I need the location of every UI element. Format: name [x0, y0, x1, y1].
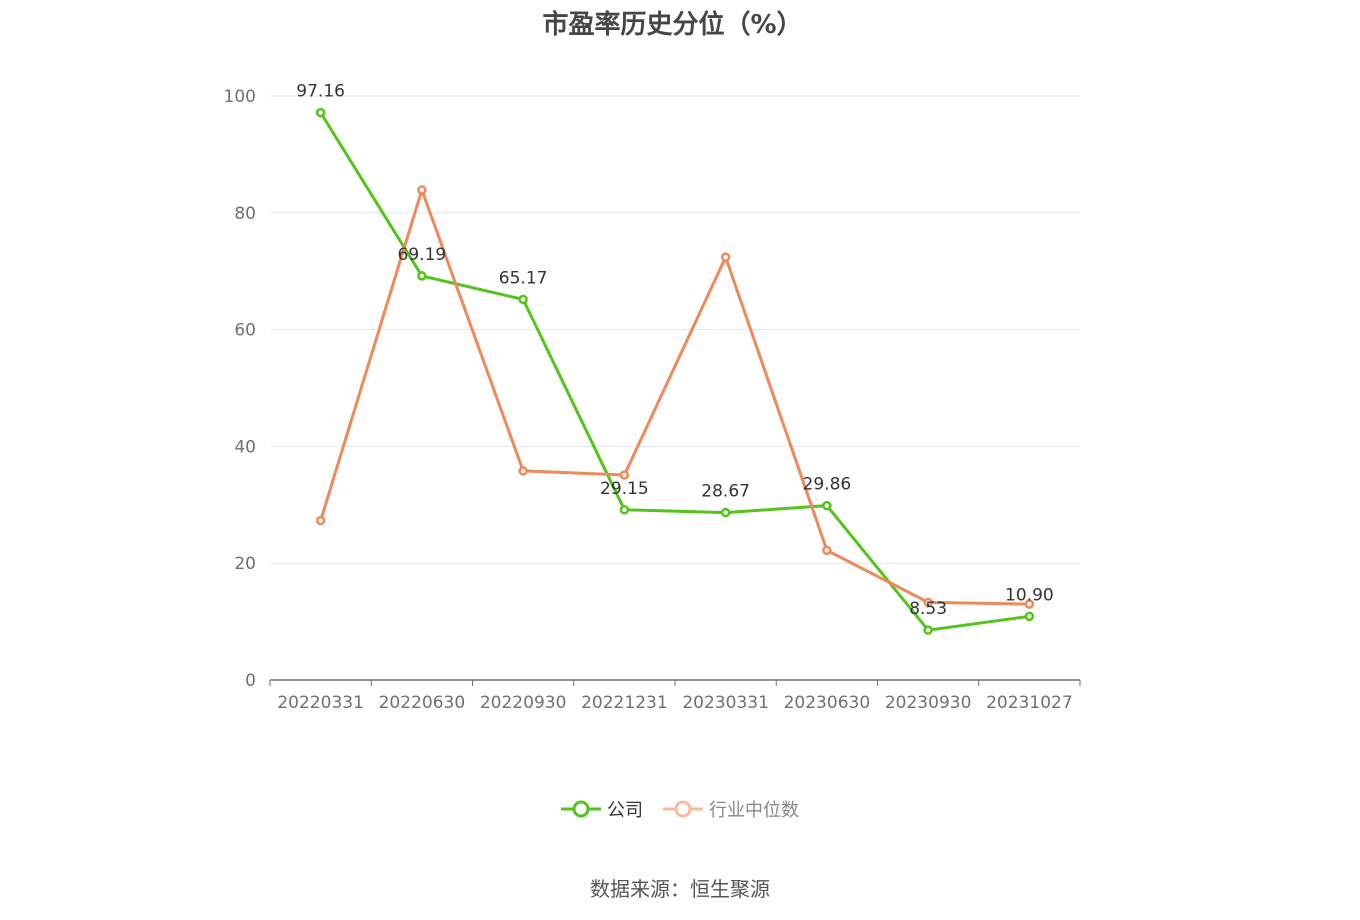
series-0-point [417, 271, 427, 281]
y-tick-label: 60 [234, 321, 256, 341]
series-0-point [923, 625, 933, 635]
series-0-point [619, 505, 630, 515]
chart-title: 市盈率历史分位（%） [542, 10, 803, 40]
x-tick-label: 20220930 [480, 693, 567, 713]
series-1-point [923, 597, 933, 608]
legend: 公司 行业中位数 [0, 796, 1360, 822]
legend-label-company: 公司 [607, 800, 643, 821]
series-0-point [1024, 611, 1035, 622]
data-label: 69.19 [398, 245, 447, 265]
x-tick-label: 20230630 [784, 693, 871, 713]
legend-industry-marker-icon [663, 800, 703, 818]
data-label: 29.86 [803, 475, 852, 495]
data-label: 97.16 [296, 82, 345, 102]
x-tick-label: 20220331 [277, 693, 364, 713]
x-tick-label: 20230331 [682, 693, 769, 713]
data-label: 28.67 [701, 482, 750, 502]
legend-label-industry: 行业中位数 [709, 800, 799, 821]
data-labels: 97.16 69.19 65.17 29.15 28.67 29.86 8.53 10.90 [296, 82, 1053, 620]
series-0-point [822, 500, 832, 511]
data-label: 10.90 [1005, 585, 1054, 605]
x-tick-label: 20221231 [581, 693, 668, 713]
series-1-point [720, 252, 731, 262]
legend-item-industry[interactable]: 行业中位数 [663, 796, 799, 822]
y-axis-ticks: 0 20 40 60 80 100 [224, 87, 256, 691]
y-tick-label: 80 [234, 204, 256, 224]
data-label: 8.53 [909, 599, 947, 619]
series-1-point [417, 185, 427, 195]
series-1-point [822, 545, 832, 556]
series-line-1 [319, 188, 1030, 606]
legend-company-marker-icon [561, 800, 601, 818]
x-axis: 20220331 20220630 20220930 20221231 20230331… [269, 679, 1081, 713]
series-1-point [1024, 599, 1035, 609]
series-1-point [619, 470, 630, 480]
series-1-point [315, 515, 326, 526]
y-tick-label: 100 [224, 87, 256, 107]
series-0-point [315, 107, 326, 118]
data-label: 29.15 [600, 479, 649, 499]
series-0-point [518, 294, 528, 305]
source-note: 数据来源：恒生聚源 [590, 877, 770, 901]
x-tick-label: 20220630 [379, 693, 466, 713]
y-tick-label: 20 [234, 554, 256, 574]
series-0-point [720, 507, 731, 518]
x-tick-label: 20230930 [885, 693, 972, 713]
x-tick-label: 20231027 [986, 693, 1073, 713]
data-label: 65.17 [499, 268, 548, 288]
legend-item-company[interactable]: 公司 [561, 796, 643, 822]
series-line-0 [319, 111, 1030, 632]
grid-lines [270, 95, 1080, 564]
y-tick-label: 40 [234, 437, 256, 457]
y-tick-label: 0 [245, 671, 256, 691]
series-1-point [518, 466, 528, 476]
series-layer [315, 107, 1035, 635]
